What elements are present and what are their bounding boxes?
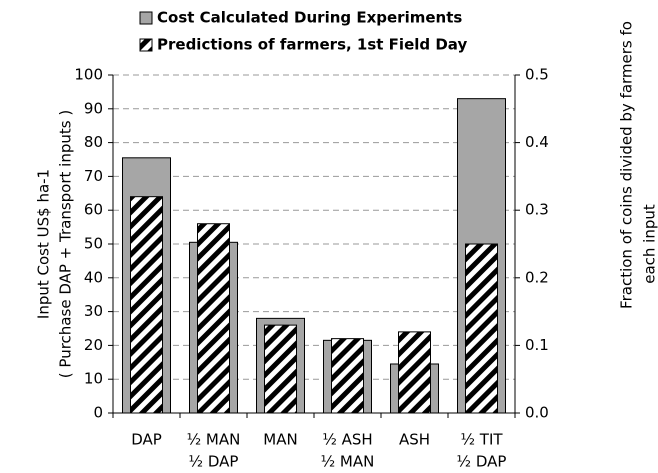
y-tick-label: 10 <box>84 370 103 388</box>
y-tick-label: 100 <box>74 66 103 84</box>
x-tick-label: ½ DAP <box>189 453 239 471</box>
y-tick-label: 70 <box>84 167 103 185</box>
y2-tick-label: 0.1 <box>525 336 549 354</box>
x-tick-label: ½ DAP <box>457 453 507 471</box>
y2-tick-label: 0.0 <box>525 404 549 422</box>
x-tick-label: ASH <box>399 431 430 449</box>
prediction-bar <box>331 338 364 414</box>
y-tick-label: 30 <box>84 302 103 320</box>
legend-swatch <box>139 38 153 52</box>
y2-tick-label: 0.3 <box>525 201 549 219</box>
y-tick-label: 90 <box>84 99 103 117</box>
x-tick-label: ½ MAN <box>321 453 375 471</box>
y-axis-title: ( Purchase DAP + Transport inputs ) <box>57 110 75 378</box>
prediction-bar <box>465 243 498 414</box>
y-tick-label: 60 <box>84 201 103 219</box>
y2-axis-title: Fraction of coins divided by farmers fo <box>618 21 636 309</box>
x-tick-label: MAN <box>263 431 297 449</box>
x-tick-label: ½ TIT <box>460 431 503 449</box>
y-tick-label: 40 <box>84 268 103 286</box>
y-tick-label: 0 <box>93 404 103 422</box>
legend-label: Predictions of farmers, 1st Field Day <box>157 36 467 54</box>
x-tick-label: DAP <box>131 431 162 449</box>
prediction-bar <box>398 331 431 414</box>
x-tick-label: ½ ASH <box>322 431 372 449</box>
y-tick-label: 50 <box>84 235 103 253</box>
y2-tick-label: 0.4 <box>525 133 549 151</box>
legend-label: Cost Calculated During Experiments <box>157 9 462 27</box>
prediction-bar <box>130 196 163 414</box>
y-axis-title: Input Cost US$ ha-1 <box>35 169 53 319</box>
legend-swatch <box>139 11 153 25</box>
prediction-bar <box>197 223 230 414</box>
y-tick-label: 80 <box>84 133 103 151</box>
y2-axis-title: each input <box>641 204 658 284</box>
y-tick-label: 20 <box>84 336 103 354</box>
y2-tick-label: 0.5 <box>525 66 549 84</box>
x-tick-label: ½ MAN <box>187 431 241 449</box>
y2-tick-label: 0.2 <box>525 268 549 286</box>
prediction-bar <box>264 324 297 414</box>
